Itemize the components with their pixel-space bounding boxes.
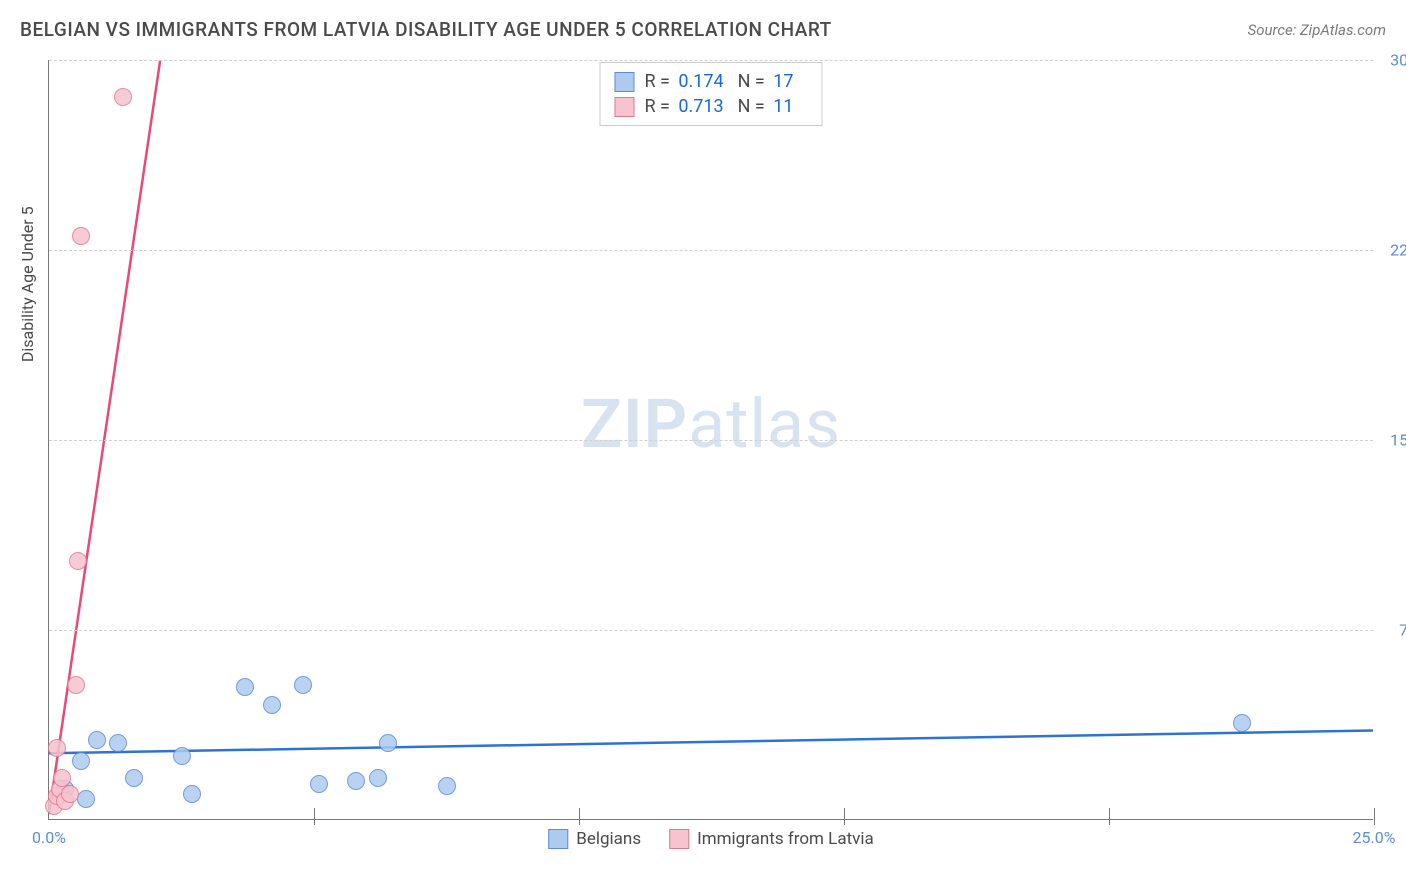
data-point (48, 739, 66, 757)
data-point (347, 772, 365, 790)
data-point (69, 552, 87, 570)
x-tick (1374, 808, 1375, 820)
header: BELGIAN VS IMMIGRANTS FROM LATVIA DISABI… (0, 0, 1406, 51)
x-tick-label: 25.0% (1353, 828, 1396, 847)
legend-swatch (548, 829, 568, 849)
data-point (294, 676, 312, 694)
data-point (114, 88, 132, 106)
y-tick-label: 15.0% (1378, 431, 1406, 450)
legend-swatch (614, 97, 634, 117)
x-tick (579, 808, 580, 820)
data-point (236, 678, 254, 696)
legend-label: Belgians (576, 829, 641, 849)
x-tick-label: 0.0% (32, 828, 66, 847)
data-point (88, 731, 106, 749)
grid-line-h (49, 250, 1373, 251)
x-tick (314, 808, 315, 820)
grid-line-h (49, 440, 1373, 441)
source-label: Source: ZipAtlas.com (1248, 21, 1386, 39)
legend-item: Immigrants from Latvia (669, 829, 874, 849)
chart-title: BELGIAN VS IMMIGRANTS FROM LATVIA DISABI… (20, 18, 832, 41)
series-legend: Belgians Immigrants from Latvia (548, 829, 873, 849)
data-point (72, 227, 90, 245)
data-point (1233, 714, 1251, 732)
grid-line-h (49, 60, 1373, 61)
trend-line (49, 60, 160, 814)
watermark-atlas: atlas (688, 384, 841, 464)
data-point (67, 676, 85, 694)
y-tick-label: 30.0% (1378, 51, 1406, 70)
data-point (438, 777, 456, 795)
legend-label: Immigrants from Latvia (697, 829, 874, 849)
data-point (369, 769, 387, 787)
watermark-zip: ZIP (581, 384, 688, 464)
y-tick-label: 22.5% (1378, 241, 1406, 260)
legend-swatch (614, 72, 634, 92)
data-point (77, 790, 95, 808)
plot-area: ZIPatlas R = 0.174N = 17R = 0.713N = 11 … (48, 60, 1373, 820)
legend-item: Belgians (548, 829, 641, 849)
x-tick (844, 808, 845, 820)
data-point (173, 747, 191, 765)
data-point (263, 696, 281, 714)
chart-container: BELGIAN VS IMMIGRANTS FROM LATVIA DISABI… (0, 0, 1406, 892)
correlation-row: R = 0.713N = 11 (614, 94, 807, 119)
correlation-row: R = 0.174N = 17 (614, 69, 807, 94)
data-point (183, 785, 201, 803)
y-tick-label: 7.5% (1378, 621, 1406, 640)
data-point (109, 734, 127, 752)
trend-line (49, 730, 1373, 753)
watermark: ZIPatlas (581, 384, 841, 464)
data-point (61, 785, 79, 803)
correlation-text: R = 0.713N = 11 (644, 96, 807, 117)
grid-line-h (49, 630, 1373, 631)
data-point (379, 734, 397, 752)
x-tick (1109, 808, 1110, 820)
correlation-legend: R = 0.174N = 17 R = 0.713N = 11 (599, 62, 822, 126)
data-point (125, 769, 143, 787)
correlation-text: R = 0.174N = 17 (644, 71, 807, 92)
y-axis-label: Disability Age Under 5 (18, 206, 37, 362)
legend-swatch (669, 829, 689, 849)
data-point (310, 775, 328, 793)
data-point (72, 752, 90, 770)
